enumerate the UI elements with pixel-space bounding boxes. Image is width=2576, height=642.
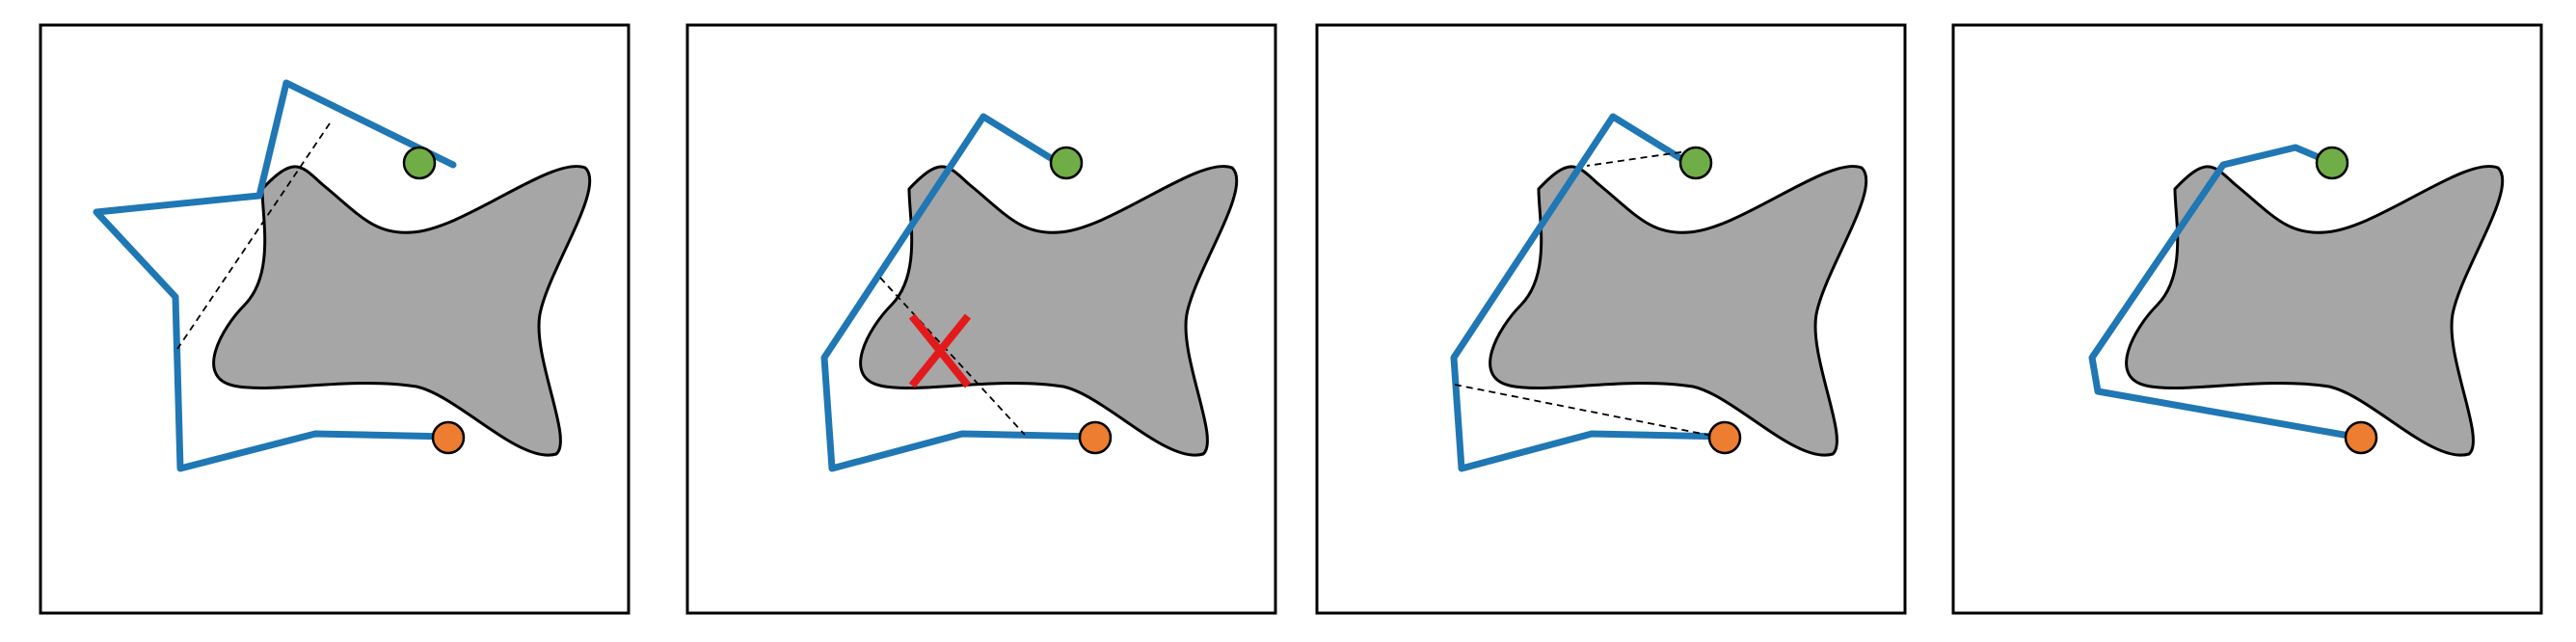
x-mark-icon (908, 313, 972, 388)
current-path (820, 113, 1101, 472)
shortcut-candidate (879, 277, 1026, 436)
goal-node (1707, 420, 1742, 455)
goal-node (1078, 420, 1113, 455)
obstacle-shape (859, 165, 1239, 457)
shortcut-start (1586, 149, 1694, 167)
goal-node (431, 420, 466, 455)
obstacle-shape (2125, 165, 2505, 457)
goal-node (2344, 420, 2378, 455)
obstacle-shape (1489, 165, 1868, 457)
current-path (1450, 113, 1731, 472)
obstacle-shape (212, 165, 592, 457)
smoothed-path (2088, 144, 2364, 441)
start-node (1678, 146, 1713, 180)
start-node (2315, 146, 2349, 180)
initial-path (93, 79, 457, 472)
panel-2 (685, 23, 1277, 615)
start-node (402, 146, 437, 180)
panel-3 (1315, 23, 1907, 615)
panel-1 (39, 23, 631, 615)
start-node (1049, 146, 1084, 180)
panel-4 (1951, 23, 2543, 615)
